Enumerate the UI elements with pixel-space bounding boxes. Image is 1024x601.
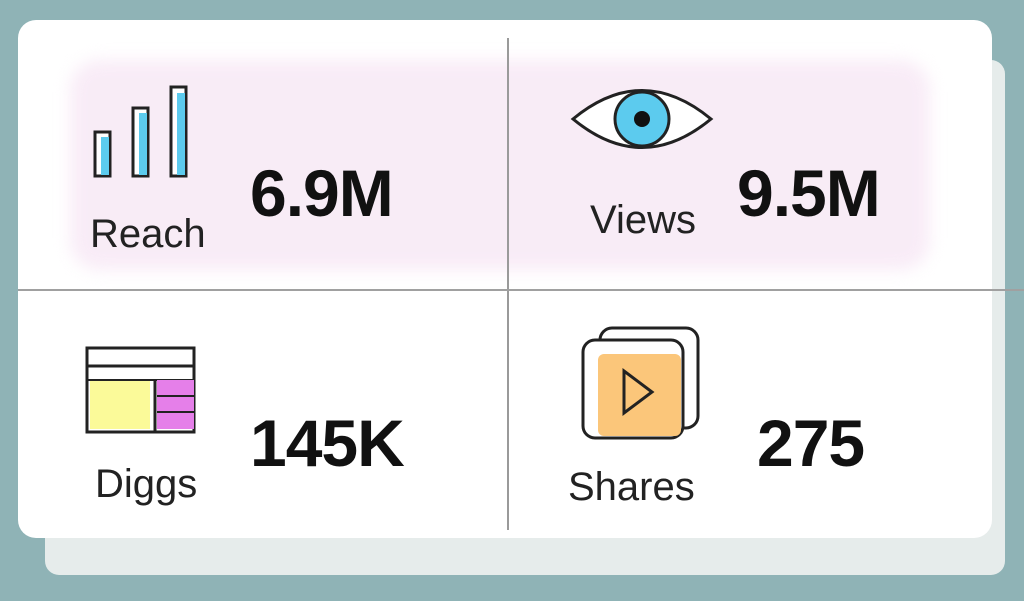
divider-horizontal — [18, 289, 1024, 291]
highlight-wash — [70, 60, 930, 270]
divider-vertical — [507, 38, 509, 530]
shares-value: 275 — [757, 406, 865, 480]
views-value: 9.5M — [737, 156, 881, 230]
reach-value: 6.9M — [250, 156, 394, 230]
views-label: Views — [590, 198, 696, 242]
reach-label: Reach — [90, 212, 206, 256]
diggs-value: 145K — [250, 406, 405, 480]
layout-icon — [85, 346, 196, 434]
eye-icon — [570, 89, 714, 149]
video-play-icon — [581, 326, 700, 440]
diggs-label: Diggs — [95, 462, 198, 506]
shares-label: Shares — [568, 465, 695, 509]
bar-chart-icon — [93, 85, 188, 178]
